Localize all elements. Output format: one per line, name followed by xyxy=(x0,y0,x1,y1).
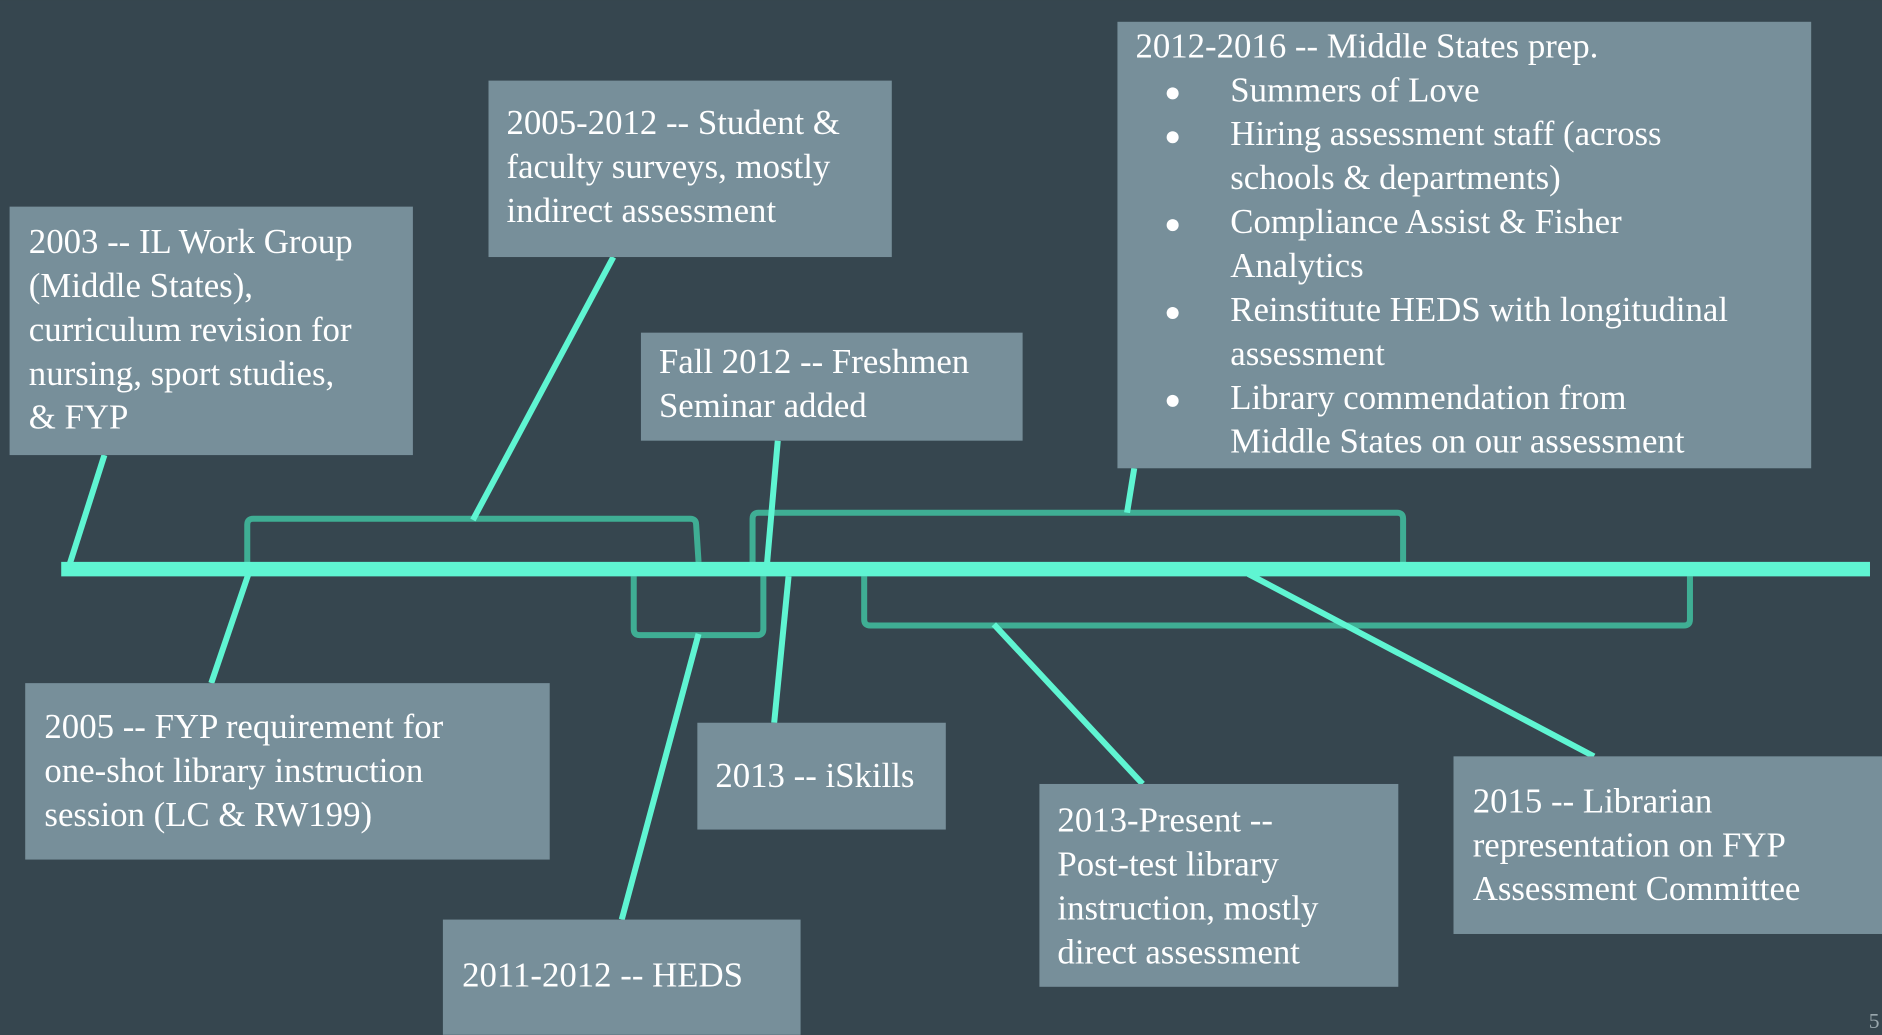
connector xyxy=(1246,571,1596,760)
event-text: Assessment Committee xyxy=(1473,869,1801,908)
event-text: 2005 -- FYP requirement for xyxy=(44,707,443,746)
bracket xyxy=(749,509,1407,565)
slide-number: 5 xyxy=(1869,1009,1880,1033)
connector xyxy=(208,572,252,685)
bullet-dot xyxy=(1166,394,1179,407)
bullet-text: Library commendation from xyxy=(1230,378,1626,417)
event-text: one-shot library instruction xyxy=(44,751,423,790)
event-text: faculty surveys, mostly xyxy=(507,147,831,186)
connector xyxy=(66,454,108,566)
event-text: Seminar added xyxy=(659,386,867,425)
connector xyxy=(763,440,781,565)
event-text: representation on FYP xyxy=(1473,825,1786,864)
event-text: direct assessment xyxy=(1057,932,1300,971)
event-text: Fall 2012 -- Freshmen xyxy=(659,342,969,381)
bullet-dot xyxy=(1166,87,1179,100)
bullet-text: Compliance Assist & Fisher xyxy=(1230,202,1622,241)
event-box xyxy=(1039,783,1399,987)
event-box xyxy=(1453,756,1882,934)
event-text: 2012-2016 -- Middle States prep. xyxy=(1135,26,1598,65)
bracket xyxy=(861,576,1693,629)
event-text: & FYP xyxy=(29,398,129,437)
bullet-dot xyxy=(1166,219,1179,232)
bullet-text: assessment xyxy=(1230,334,1385,373)
event-text: nursing, sport studies, xyxy=(29,354,334,393)
connector xyxy=(991,622,1145,787)
event-box xyxy=(1117,21,1812,469)
event-text: 2003 -- IL Work Group xyxy=(29,222,353,261)
bullet-text: Summers of Love xyxy=(1230,70,1479,109)
event-box xyxy=(25,683,550,860)
event-text: 2013-Present -- xyxy=(1057,801,1273,840)
event-text: 2011-2012 -- HEDS xyxy=(462,955,743,994)
bullet-text: schools & departments) xyxy=(1230,158,1561,197)
bullet-text: Middle States on our assessment xyxy=(1230,422,1685,461)
bullet-dot xyxy=(1166,306,1179,319)
event-box xyxy=(697,722,946,830)
event-text: (Middle States), xyxy=(29,266,253,305)
event-text: session (LC & RW199) xyxy=(44,795,372,834)
bullet-text: Hiring assessment staff (across xyxy=(1230,114,1661,153)
event-text: 2015 -- Librarian xyxy=(1473,781,1713,820)
connector xyxy=(618,633,702,921)
bullet-text: Analytics xyxy=(1230,246,1363,285)
event-text: curriculum revision for xyxy=(29,310,352,349)
event-text: 2013 -- iSkills xyxy=(715,756,914,795)
event-box xyxy=(640,332,1023,441)
bullet-dot xyxy=(1166,131,1179,144)
event-text: Post-test library xyxy=(1057,844,1279,883)
event-text: indirect assessment xyxy=(507,191,777,230)
connector xyxy=(771,576,792,724)
connector xyxy=(470,255,616,522)
event-text: 2005-2012 -- Student & xyxy=(507,103,840,142)
bullet-text: Reinstitute HEDS with longitudinal xyxy=(1230,290,1728,329)
event-box xyxy=(9,206,413,456)
event-text: instruction, mostly xyxy=(1057,888,1319,927)
event-box xyxy=(488,80,892,258)
event-box xyxy=(442,919,801,1035)
connector xyxy=(1124,467,1138,514)
